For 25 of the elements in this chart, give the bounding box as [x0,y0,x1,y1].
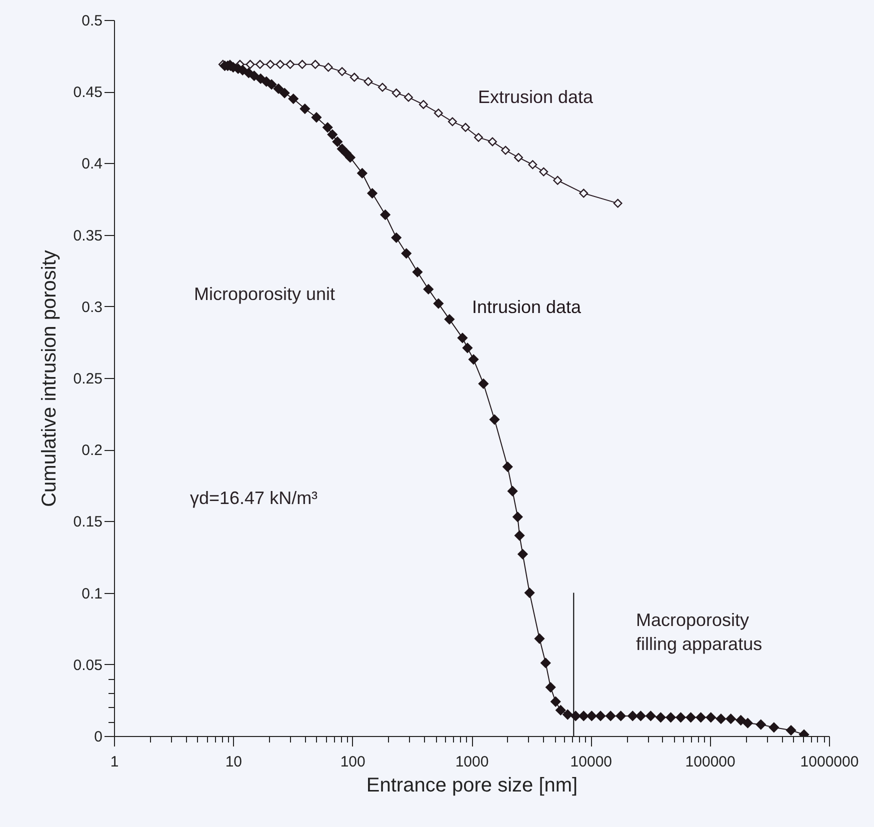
x-tick-label: 100 [340,754,366,770]
x-axis-title: Entrance pore size [nm] [366,774,578,796]
y-tick-label: 0.05 [73,656,102,674]
y-tick-label: 0.3 [82,298,102,316]
x-tick-label: 1000 [455,754,489,770]
annotation: Microporosity unit [194,284,336,304]
y-tick-label: 0.45 [73,84,102,102]
y-tick-label: 0.25 [73,370,102,388]
x-tick-label: 1000000 [800,754,859,770]
x-tick-label: 100000 [685,754,736,770]
y-tick-label: 0.5 [82,12,102,30]
y-tick-label: 0.35 [73,227,102,244]
x-tick-label: 1 [110,754,119,770]
y-axis-title: Cumulative intrusion porosity [38,250,60,507]
y-tick-label: 0.15 [73,514,102,531]
y-tick-label: 0 [94,728,102,746]
annotation: γd=16.47 kN/m³ [190,488,318,508]
y-tick-label: 0.2 [82,442,102,460]
series-label: Intrusion data [472,297,582,317]
y-tick-label: 0.1 [82,585,102,602]
y-tick-label: 0.4 [82,156,102,173]
series-label: Extrusion data [478,87,594,107]
x-tick-label: 10 [225,754,242,770]
x-tick-label: 10000 [570,754,612,770]
annotation: Macroporosity filling apparatus [636,610,762,654]
